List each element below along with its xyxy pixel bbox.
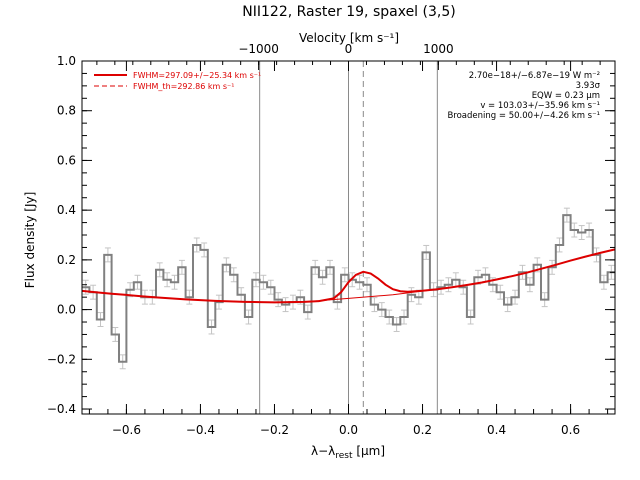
x-axis-label: λ−λrest [μm] xyxy=(311,444,385,461)
legend-label: FWHM_th=292.86 km s⁻¹ xyxy=(133,82,234,91)
x-axis-label-subscript: rest xyxy=(335,451,353,461)
x-tick-label: −0.6 xyxy=(112,423,141,437)
velocity-tick-label: 1000 xyxy=(423,42,454,56)
plot-area: −0.6 −0.4 −0.2 0.0 0.2 0.4 0.6 −0.4 −0.2 0.0 0.2 0.… xyxy=(47,42,616,437)
x-tick-label: 0.2 xyxy=(413,423,432,437)
chart-title: NII122, Raster 19, spaxel (3,5) xyxy=(242,4,455,20)
y-tick-label: 0.2 xyxy=(57,253,76,267)
x-axis-label-main: λ−λ xyxy=(311,444,335,458)
y-tick-label: 1.0 xyxy=(57,54,76,68)
velocity-tick-label: 0 xyxy=(345,42,353,56)
y-tick-label: 0.4 xyxy=(57,203,76,217)
y-tick-label: 0.8 xyxy=(57,104,76,118)
y-axis-label: Flux density [Jy] xyxy=(23,192,37,289)
fit-annotation: Broadening = 50.00+/−4.26 km s⁻¹ xyxy=(447,111,600,121)
x-tick-label: −0.4 xyxy=(186,423,215,437)
y-tick-label: −0.4 xyxy=(47,402,76,416)
fit-annotation: 2.70e−18+/−6.87e−19 W m⁻² xyxy=(469,71,600,81)
fit-annotation: v = 103.03+/−35.96 km s⁻¹ xyxy=(480,101,600,111)
x-tick-label: 0.6 xyxy=(561,423,580,437)
baseline-line xyxy=(81,248,616,303)
y-tick-label: 0.0 xyxy=(57,303,76,317)
flux-step-series xyxy=(82,214,615,363)
legend-label: FWHM=297.09+/−25.34 km s⁻¹ xyxy=(133,71,261,80)
fit-annotation: 3.93σ xyxy=(576,81,601,91)
fit-annotation: EQW = 0.23 μm xyxy=(532,91,600,101)
x-axis-label-unit: [μm] xyxy=(353,444,386,458)
x-tick-label: 0.4 xyxy=(487,423,506,437)
x-tick-label: −0.2 xyxy=(260,423,289,437)
top-axis-label: Velocity [km s⁻¹] xyxy=(299,31,399,45)
velocity-tick-label: −1000 xyxy=(238,42,279,56)
y-tick-label: −0.2 xyxy=(47,352,76,366)
y-tick-label: 0.6 xyxy=(57,153,76,167)
x-tick-label: 0.0 xyxy=(339,423,358,437)
